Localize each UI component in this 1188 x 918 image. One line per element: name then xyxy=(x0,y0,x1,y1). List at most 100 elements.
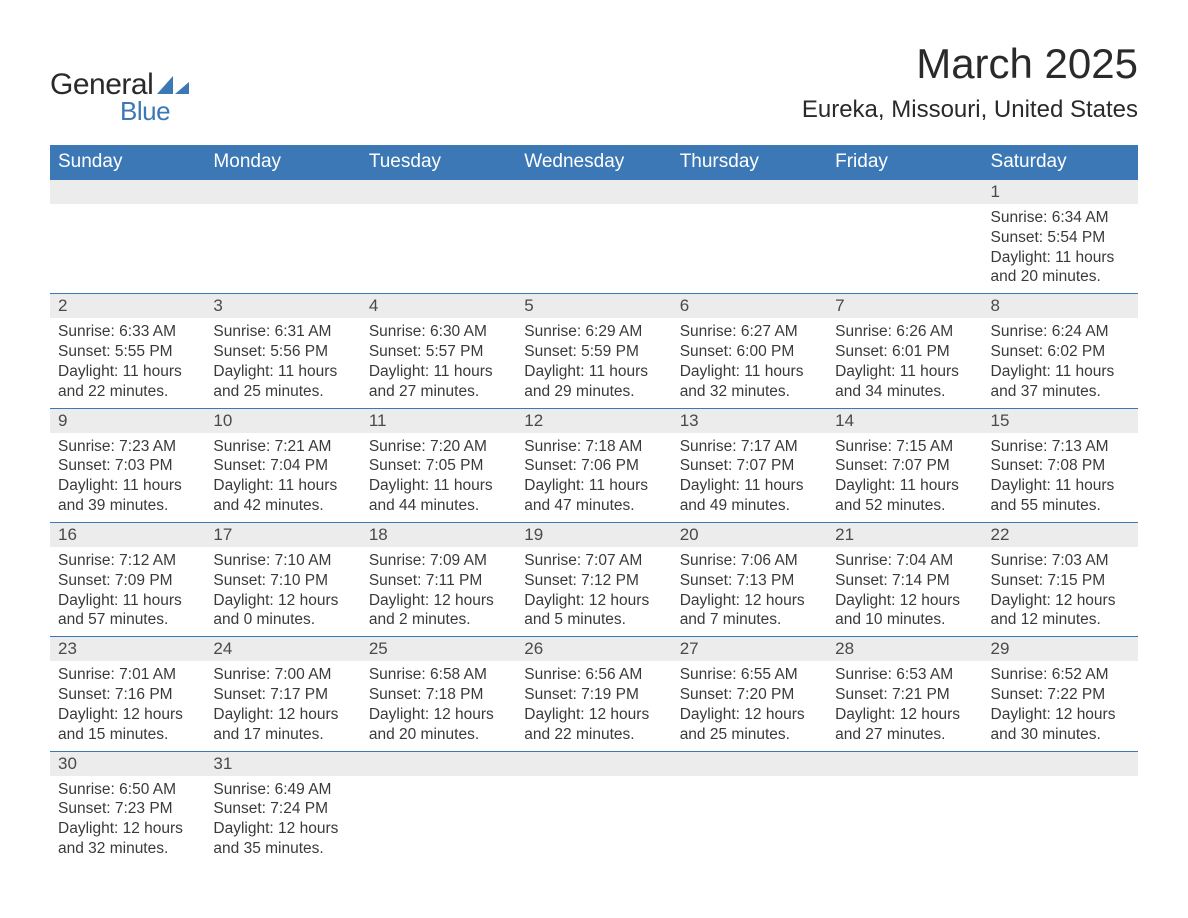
calendar-cell xyxy=(361,751,516,865)
day-number xyxy=(361,180,516,204)
daylight-text: Daylight: 11 hours and 49 minutes. xyxy=(680,476,819,516)
sunrise-text: Sunrise: 7:06 AM xyxy=(680,551,819,571)
day-details: Sunrise: 7:13 AMSunset: 7:08 PMDaylight:… xyxy=(983,433,1138,522)
day-details: Sunrise: 6:52 AMSunset: 7:22 PMDaylight:… xyxy=(983,661,1138,750)
day-number: 2 xyxy=(50,294,205,318)
day-number: 16 xyxy=(50,523,205,547)
brand-sail-icon xyxy=(157,76,189,94)
sunset-text: Sunset: 5:54 PM xyxy=(991,228,1130,248)
daylight-text: Daylight: 11 hours and 22 minutes. xyxy=(58,362,197,402)
calendar-week-row: 23Sunrise: 7:01 AMSunset: 7:16 PMDayligh… xyxy=(50,637,1138,751)
day-number: 9 xyxy=(50,409,205,433)
col-saturday: Saturday xyxy=(983,145,1138,180)
day-number xyxy=(827,752,982,776)
daylight-text: Daylight: 11 hours and 32 minutes. xyxy=(680,362,819,402)
sunrise-text: Sunrise: 7:17 AM xyxy=(680,437,819,457)
daylight-text: Daylight: 12 hours and 22 minutes. xyxy=(524,705,663,745)
title-block: March 2025 Eureka, Missouri, United Stat… xyxy=(802,40,1138,124)
calendar-cell: 8Sunrise: 6:24 AMSunset: 6:02 PMDaylight… xyxy=(983,294,1138,408)
day-number: 13 xyxy=(672,409,827,433)
day-number xyxy=(516,752,671,776)
col-friday: Friday xyxy=(827,145,982,180)
day-details xyxy=(50,204,205,276)
calendar-cell: 10Sunrise: 7:21 AMSunset: 7:04 PMDayligh… xyxy=(205,408,360,522)
daylight-text: Daylight: 11 hours and 57 minutes. xyxy=(58,591,197,631)
day-details: Sunrise: 7:20 AMSunset: 7:05 PMDaylight:… xyxy=(361,433,516,522)
calendar-cell xyxy=(672,180,827,294)
col-tuesday: Tuesday xyxy=(361,145,516,180)
brand-logo: General Blue xyxy=(50,40,189,127)
sunset-text: Sunset: 6:01 PM xyxy=(835,342,974,362)
month-title: March 2025 xyxy=(802,40,1138,88)
daylight-text: Daylight: 12 hours and 10 minutes. xyxy=(835,591,974,631)
daylight-text: Daylight: 12 hours and 17 minutes. xyxy=(213,705,352,745)
sunset-text: Sunset: 7:05 PM xyxy=(369,456,508,476)
day-details xyxy=(205,204,360,276)
calendar-cell: 12Sunrise: 7:18 AMSunset: 7:06 PMDayligh… xyxy=(516,408,671,522)
sunrise-text: Sunrise: 6:27 AM xyxy=(680,322,819,342)
day-details: Sunrise: 7:15 AMSunset: 7:07 PMDaylight:… xyxy=(827,433,982,522)
sunset-text: Sunset: 7:15 PM xyxy=(991,571,1130,591)
calendar-cell xyxy=(827,751,982,865)
day-details: Sunrise: 7:21 AMSunset: 7:04 PMDaylight:… xyxy=(205,433,360,522)
day-details: Sunrise: 6:56 AMSunset: 7:19 PMDaylight:… xyxy=(516,661,671,750)
sunset-text: Sunset: 7:21 PM xyxy=(835,685,974,705)
calendar-cell: 26Sunrise: 6:56 AMSunset: 7:19 PMDayligh… xyxy=(516,637,671,751)
day-number: 26 xyxy=(516,637,671,661)
sunset-text: Sunset: 7:19 PM xyxy=(524,685,663,705)
sunrise-text: Sunrise: 6:30 AM xyxy=(369,322,508,342)
calendar-cell: 28Sunrise: 6:53 AMSunset: 7:21 PMDayligh… xyxy=(827,637,982,751)
sunset-text: Sunset: 7:10 PM xyxy=(213,571,352,591)
day-details xyxy=(983,776,1138,848)
day-details: Sunrise: 7:17 AMSunset: 7:07 PMDaylight:… xyxy=(672,433,827,522)
weekday-header-row: Sunday Monday Tuesday Wednesday Thursday… xyxy=(50,145,1138,180)
sunrise-text: Sunrise: 7:13 AM xyxy=(991,437,1130,457)
daylight-text: Daylight: 11 hours and 20 minutes. xyxy=(991,248,1130,288)
day-details: Sunrise: 7:09 AMSunset: 7:11 PMDaylight:… xyxy=(361,547,516,636)
calendar-cell: 7Sunrise: 6:26 AMSunset: 6:01 PMDaylight… xyxy=(827,294,982,408)
sunrise-text: Sunrise: 6:53 AM xyxy=(835,665,974,685)
day-details: Sunrise: 6:29 AMSunset: 5:59 PMDaylight:… xyxy=(516,318,671,407)
sunset-text: Sunset: 5:57 PM xyxy=(369,342,508,362)
day-details: Sunrise: 7:23 AMSunset: 7:03 PMDaylight:… xyxy=(50,433,205,522)
calendar-cell: 30Sunrise: 6:50 AMSunset: 7:23 PMDayligh… xyxy=(50,751,205,865)
day-details: Sunrise: 6:24 AMSunset: 6:02 PMDaylight:… xyxy=(983,318,1138,407)
sunset-text: Sunset: 7:18 PM xyxy=(369,685,508,705)
day-number xyxy=(205,180,360,204)
day-number xyxy=(983,752,1138,776)
sunrise-text: Sunrise: 7:10 AM xyxy=(213,551,352,571)
day-number: 4 xyxy=(361,294,516,318)
sunset-text: Sunset: 7:17 PM xyxy=(213,685,352,705)
day-number: 18 xyxy=(361,523,516,547)
calendar-cell: 9Sunrise: 7:23 AMSunset: 7:03 PMDaylight… xyxy=(50,408,205,522)
day-details: Sunrise: 7:07 AMSunset: 7:12 PMDaylight:… xyxy=(516,547,671,636)
daylight-text: Daylight: 11 hours and 34 minutes. xyxy=(835,362,974,402)
day-number: 3 xyxy=(205,294,360,318)
day-number: 29 xyxy=(983,637,1138,661)
daylight-text: Daylight: 11 hours and 52 minutes. xyxy=(835,476,974,516)
day-number xyxy=(516,180,671,204)
day-number: 11 xyxy=(361,409,516,433)
daylight-text: Daylight: 12 hours and 20 minutes. xyxy=(369,705,508,745)
day-number: 1 xyxy=(983,180,1138,204)
day-number: 25 xyxy=(361,637,516,661)
daylight-text: Daylight: 12 hours and 2 minutes. xyxy=(369,591,508,631)
day-number xyxy=(672,180,827,204)
sunset-text: Sunset: 7:11 PM xyxy=(369,571,508,591)
daylight-text: Daylight: 11 hours and 27 minutes. xyxy=(369,362,508,402)
day-number: 15 xyxy=(983,409,1138,433)
sunset-text: Sunset: 7:03 PM xyxy=(58,456,197,476)
sunrise-text: Sunrise: 7:15 AM xyxy=(835,437,974,457)
day-number: 12 xyxy=(516,409,671,433)
day-details xyxy=(516,776,671,848)
sunset-text: Sunset: 5:59 PM xyxy=(524,342,663,362)
calendar-week-row: 1Sunrise: 6:34 AMSunset: 5:54 PMDaylight… xyxy=(50,180,1138,294)
calendar-cell: 25Sunrise: 6:58 AMSunset: 7:18 PMDayligh… xyxy=(361,637,516,751)
sunrise-text: Sunrise: 6:24 AM xyxy=(991,322,1130,342)
sunset-text: Sunset: 7:13 PM xyxy=(680,571,819,591)
col-thursday: Thursday xyxy=(672,145,827,180)
day-number: 21 xyxy=(827,523,982,547)
calendar-cell: 11Sunrise: 7:20 AMSunset: 7:05 PMDayligh… xyxy=(361,408,516,522)
sunrise-text: Sunrise: 6:29 AM xyxy=(524,322,663,342)
daylight-text: Daylight: 12 hours and 25 minutes. xyxy=(680,705,819,745)
